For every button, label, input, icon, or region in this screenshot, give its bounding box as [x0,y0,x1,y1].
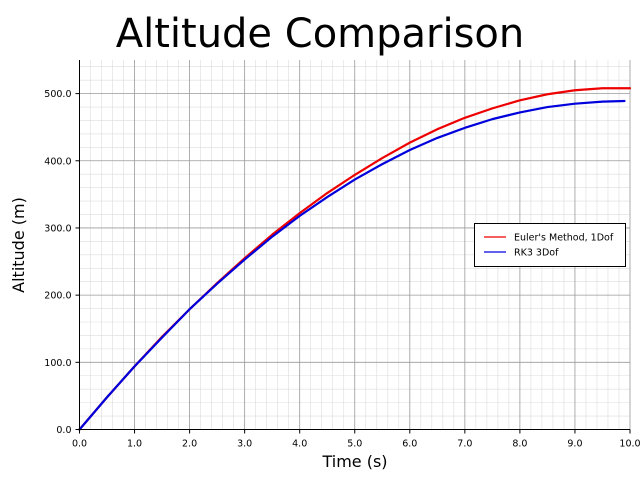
legend-label-rk3: RK3 3Dof [514,248,559,259]
x-tick-label: 9.0 [567,439,582,450]
series-line-1 [78,99,626,431]
x-tick-label: 6.0 [402,439,417,450]
x-tick-label: 8.0 [512,439,527,450]
x-axis-label: Time (s) [321,452,387,471]
x-tick-label: 4.0 [292,439,307,450]
y-ticks: 0.0 100.0 200.0 300.0 400.0 500.0 [44,89,80,436]
legend: Euler's Method, 1Dof RK3 3Dof [474,223,626,267]
y-tick-label: 400.0 [44,156,71,167]
minor-grid [79,60,630,430]
y-tick-label: 0.0 [56,425,71,436]
major-grid [79,60,631,430]
x-ticks: 0.0 1.0 2.0 3.0 4.0 5.0 6.0 7.0 8.0 9.0 10.0 [72,429,640,450]
x-tick-label: 10.0 [619,439,640,450]
x-tick-label: 2.0 [182,439,197,450]
x-tick-label: 1.0 [127,439,142,450]
x-tick-label: 5.0 [347,439,362,450]
legend-box [474,223,626,267]
y-tick-label: 500.0 [44,89,71,100]
series-layer [78,87,632,431]
y-tick-label: 100.0 [44,358,71,369]
chart-title: Altitude Comparison [116,11,525,57]
y-tick-label: 300.0 [44,223,71,234]
y-axis-label: Altitude (m) [9,197,28,293]
x-tick-label: 7.0 [457,439,472,450]
x-tick-label: 3.0 [237,439,252,450]
legend-label-euler: Euler's Method, 1Dof [514,233,614,244]
x-tick-label: 0.0 [72,439,87,450]
y-tick-label: 200.0 [44,291,71,302]
